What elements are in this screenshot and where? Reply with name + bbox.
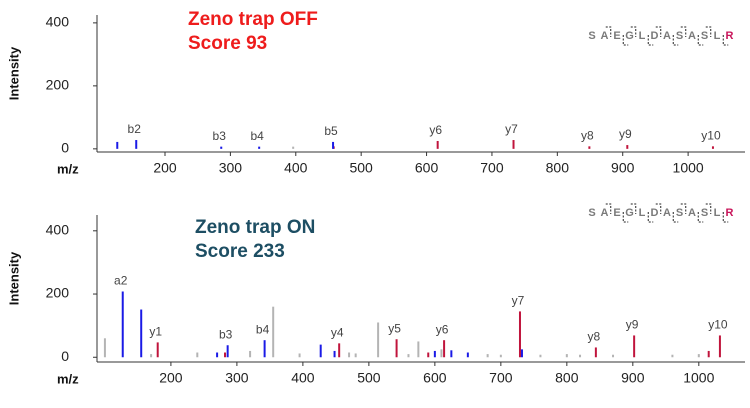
x-tick-label: 1000 bbox=[683, 370, 714, 386]
x-tick-label: 900 bbox=[611, 160, 635, 176]
x-tick-label: 200 bbox=[159, 370, 183, 386]
peak-label: y1 bbox=[149, 325, 162, 339]
chart-subtitle: Score 233 bbox=[195, 241, 285, 262]
sequence-letter: G bbox=[625, 207, 634, 219]
peak-label: b3 bbox=[219, 327, 233, 341]
sequence-letter: S bbox=[701, 30, 708, 42]
peak-label: y8 bbox=[588, 330, 601, 344]
x-tick-label: 700 bbox=[480, 160, 504, 176]
peak-label: y5 bbox=[388, 321, 401, 335]
fragment-bracket bbox=[630, 203, 637, 214]
peak-label: b4 bbox=[256, 322, 270, 336]
sequence-letter: S bbox=[588, 207, 595, 219]
y-axis-label: Intensity bbox=[6, 251, 21, 305]
sequence-letter: R bbox=[726, 30, 734, 42]
y-tick-label: 200 bbox=[46, 77, 70, 93]
x-tick-label: 1000 bbox=[673, 160, 704, 176]
peak-label: y8 bbox=[581, 129, 594, 143]
sequence-letter: E bbox=[613, 30, 620, 42]
peak-label: y7 bbox=[505, 122, 518, 136]
sequence-letter: A bbox=[663, 207, 671, 219]
fragment-bracket bbox=[605, 26, 612, 37]
sequence-letter: A bbox=[663, 30, 671, 42]
fragment-bracket bbox=[680, 203, 687, 214]
x-tick-label: 500 bbox=[357, 370, 381, 386]
peak-label: y10 bbox=[701, 129, 721, 143]
peak-label: b3 bbox=[213, 129, 227, 143]
x-tick-label: 300 bbox=[219, 160, 243, 176]
x-tick-label: 700 bbox=[489, 370, 513, 386]
sequence-letter: A bbox=[601, 30, 609, 42]
peak-label: y6 bbox=[436, 322, 449, 336]
x-tick-label: 200 bbox=[153, 160, 177, 176]
x-tick-label: 500 bbox=[349, 160, 373, 176]
sequence-letter: S bbox=[588, 30, 595, 42]
x-tick-label: 600 bbox=[423, 370, 447, 386]
x-tick-label: 400 bbox=[291, 370, 315, 386]
sequence-letter: L bbox=[714, 207, 721, 219]
sequence-letter: S bbox=[676, 30, 683, 42]
x-axis-label: m/z bbox=[57, 371, 79, 386]
sequence-letter: L bbox=[714, 30, 721, 42]
x-tick-label: 800 bbox=[546, 160, 570, 176]
sequence-letter: S bbox=[676, 207, 683, 219]
x-tick-label: 400 bbox=[284, 160, 308, 176]
y-axis-label: Intensity bbox=[6, 46, 21, 100]
y-tick-label: 400 bbox=[46, 14, 70, 30]
sequence-letter: E bbox=[613, 207, 620, 219]
fragment-bracket bbox=[705, 203, 712, 214]
sequence-letter: D bbox=[651, 30, 659, 42]
x-axis-label: m/z bbox=[57, 161, 79, 176]
peak-label: y6 bbox=[429, 123, 442, 137]
x-tick-label: 800 bbox=[555, 370, 579, 386]
fragment-bracket bbox=[630, 26, 637, 37]
peak-label: b5 bbox=[324, 124, 338, 138]
chart-title: Zeno trap OFF bbox=[188, 9, 318, 30]
x-tick-label: 600 bbox=[415, 160, 439, 176]
sequence-letter: L bbox=[639, 30, 646, 42]
sequence-letter: A bbox=[601, 207, 609, 219]
fragment-bracket bbox=[655, 26, 662, 37]
y-tick-label: 0 bbox=[61, 140, 69, 156]
y-tick-label: 0 bbox=[61, 348, 69, 364]
fragment-bracket bbox=[680, 26, 687, 37]
sequence-letter: S bbox=[701, 207, 708, 219]
sequence-letter: R bbox=[726, 207, 734, 219]
sequence-letter: L bbox=[639, 207, 646, 219]
fragment-bracket bbox=[705, 26, 712, 37]
sequence-letter: A bbox=[688, 30, 696, 42]
chart-title: Zeno trap ON bbox=[195, 217, 315, 238]
chart-subtitle: Score 93 bbox=[188, 33, 267, 54]
peak-label: b2 bbox=[128, 122, 142, 136]
x-tick-label: 900 bbox=[621, 370, 645, 386]
peak-label: y4 bbox=[331, 326, 344, 340]
peak-label: y7 bbox=[512, 294, 525, 308]
peak-label: a2 bbox=[114, 274, 128, 288]
fragment-bracket bbox=[605, 203, 612, 214]
sequence-letter: D bbox=[651, 207, 659, 219]
fragment-bracket bbox=[655, 203, 662, 214]
sequence-letter: A bbox=[688, 207, 696, 219]
y-tick-label: 200 bbox=[46, 285, 70, 301]
peak-label: y10 bbox=[708, 318, 728, 332]
y-tick-label: 400 bbox=[46, 222, 70, 238]
sequence-letter: G bbox=[625, 30, 634, 42]
peak-label: b4 bbox=[250, 129, 264, 143]
peak-label: y9 bbox=[626, 318, 639, 332]
x-tick-label: 300 bbox=[225, 370, 249, 386]
peak-label: y9 bbox=[619, 127, 632, 141]
